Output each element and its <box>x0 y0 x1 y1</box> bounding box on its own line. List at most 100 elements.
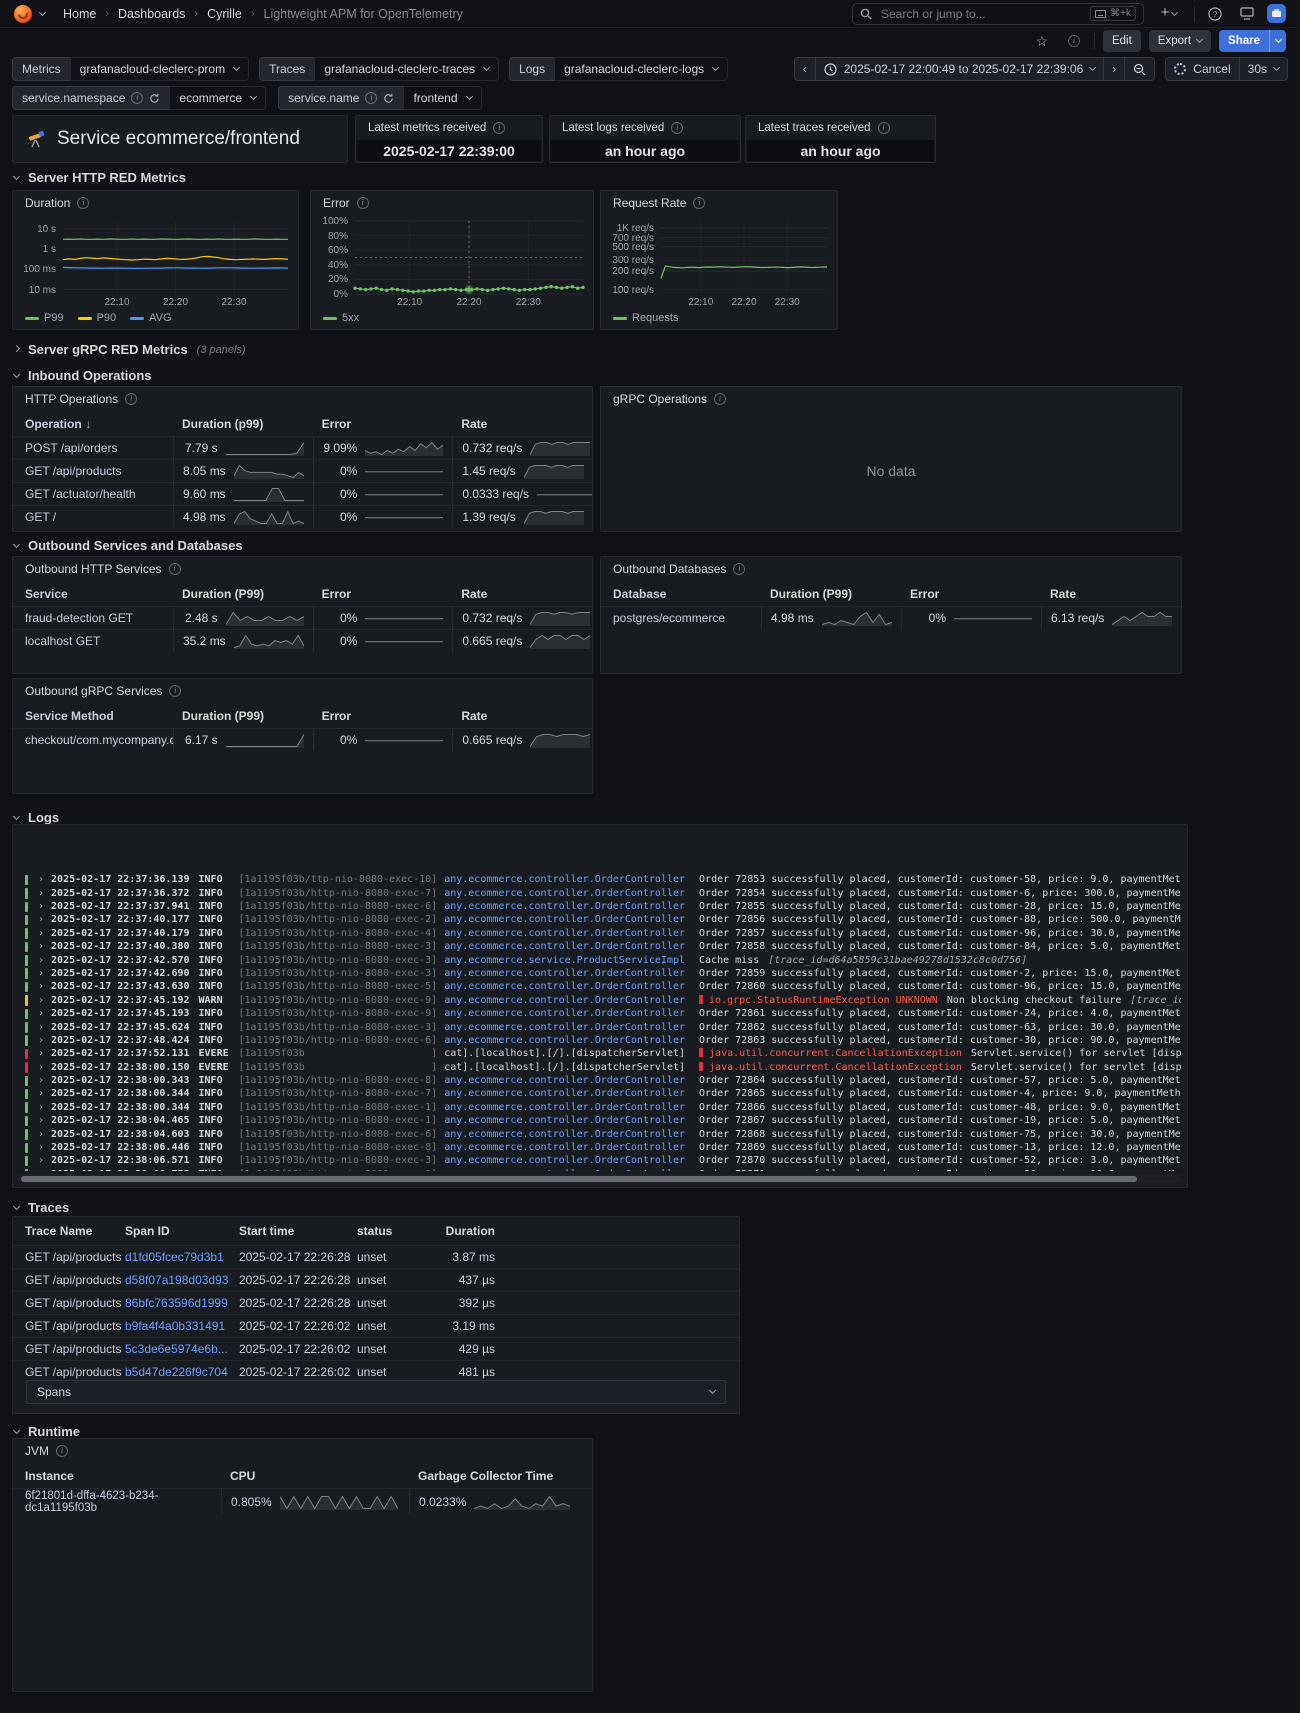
column-header[interactable]: Start time <box>239 1224 295 1238</box>
column-header[interactable]: Duration (P99) <box>182 708 265 723</box>
log-line[interactable]: › 2025-02-17 22:37:40.177 INFO [1a1195f03b/… <box>21 913 1181 926</box>
column-header[interactable]: Trace Name <box>25 1224 93 1238</box>
log-logger[interactable]: any.ecommerce.controller.OrderController <box>444 1008 686 1020</box>
log-logger[interactable]: cat].[localhost].[/].[dispatcherServlet] <box>444 1061 686 1073</box>
span-id-link[interactable]: d1fd05fcec79d3b1 <box>125 1250 224 1264</box>
service-name-value[interactable]: frontend <box>403 86 482 110</box>
column-header[interactable]: Duration (p99) <box>182 416 264 431</box>
column-header[interactable]: Duration (P99) <box>182 586 265 601</box>
section-traces[interactable]: Traces <box>12 1200 69 1215</box>
column-header[interactable]: Error <box>910 586 940 601</box>
time-forward-button[interactable]: › <box>1104 57 1126 81</box>
column-header[interactable]: CPU <box>230 1468 256 1483</box>
panel-title[interactable]: Latest traces received i <box>746 116 935 140</box>
panel-title[interactable]: Error i <box>311 191 593 215</box>
column-header[interactable]: Garbage Collector Time <box>418 1468 554 1483</box>
cancel-refresh-button[interactable]: Cancel <box>1165 57 1240 81</box>
log-logger[interactable]: any.ecommerce.controller.OrderController <box>444 901 686 912</box>
log-line[interactable]: › 2025-02-17 22:38:00.344 INFO [1a1195f03b/… <box>21 1087 1181 1100</box>
log-logger[interactable]: any.ecommerce.controller.OrderController <box>444 1115 686 1127</box>
log-line[interactable]: › 2025-02-17 22:38:00.344 INFO [1a1195f03b/… <box>21 1101 1181 1114</box>
log-line[interactable]: › 2025-02-17 22:37:43.630 INFO [1a1195f03b/… <box>21 980 1181 993</box>
traces-datasource-value[interactable]: grafanacloud-cleclerc-traces <box>314 57 500 81</box>
column-header[interactable]: Service Method <box>25 708 114 723</box>
share-menu-button[interactable] <box>1269 30 1286 52</box>
log-logger[interactable]: any.ecommerce.controller.OrderController <box>444 1155 686 1167</box>
section-outbound[interactable]: Outbound Services and Databases <box>12 538 243 553</box>
log-logger[interactable]: any.ecommerce.controller.OrderController <box>444 941 686 953</box>
column-header[interactable]: Error <box>321 708 352 723</box>
section-runtime[interactable]: Runtime <box>12 1424 80 1439</box>
span-id-link[interactable]: b9fa4f4a0b331491 <box>125 1319 226 1333</box>
log-line[interactable]: › 2025-02-17 22:38:00.150 EVERE [1a1195f03b… <box>21 1061 1181 1074</box>
column-header[interactable]: Error <box>321 586 352 601</box>
span-id-link[interactable]: 5c3de6e5974e6b... <box>125 1342 228 1356</box>
log-line[interactable]: › 2025-02-17 22:38:04.603 INFO [1a1195f03b/… <box>21 1128 1181 1141</box>
logs-datasource-value[interactable]: grafanacloud-cleclerc-logs <box>554 57 729 81</box>
log-logger[interactable]: any.ecommerce.service.ProductServiceImpl <box>444 954 686 966</box>
panel-title[interactable]: Outbound gRPC Services i <box>13 679 592 703</box>
legend-item[interactable]: Requests <box>613 312 678 324</box>
service-namespace-value[interactable]: ecommerce <box>169 86 267 110</box>
log-line[interactable]: › 2025-02-17 22:38:08.755 INFO [1a1195f03b/… <box>21 1168 1181 1171</box>
breadcrumb-folder[interactable]: Cyrille <box>207 6 242 21</box>
column-header[interactable]: Rate <box>461 586 488 601</box>
info-icon[interactable]: i <box>131 92 144 104</box>
panel-title[interactable]: JVM i <box>13 1439 592 1463</box>
breadcrumb-dashboards[interactable]: Dashboards <box>118 6 186 21</box>
span-id-link[interactable]: 86bfc763596d1999 <box>125 1296 228 1310</box>
log-logger[interactable]: any.ecommerce.controller.OrderController <box>444 1088 686 1100</box>
time-back-button[interactable]: ‹ <box>793 57 816 81</box>
search-box[interactable]: ⌘+k <box>852 2 1144 25</box>
search-input[interactable] <box>879 5 1084 22</box>
log-logger[interactable]: any.ecommerce.controller.OrderController <box>444 1034 686 1046</box>
log-logger[interactable]: any.ecommerce.controller.OrderController <box>444 994 686 1006</box>
log-logger[interactable]: any.ecommerce.controller.OrderController <box>444 874 686 886</box>
export-button[interactable]: Export <box>1148 30 1212 52</box>
log-line[interactable]: › 2025-02-17 22:38:04.465 INFO [1a1195f03b/… <box>21 1114 1181 1127</box>
log-logger[interactable]: any.ecommerce.controller.OrderController <box>444 1021 686 1033</box>
log-logger[interactable]: any.ecommerce.controller.OrderController <box>444 1075 686 1087</box>
log-logger[interactable]: any.ecommerce.controller.OrderController <box>444 981 686 993</box>
log-line[interactable]: › 2025-02-17 22:37:36.372 INFO [1a1195f03b/… <box>21 887 1181 900</box>
star-icon[interactable]: ☆ <box>1035 32 1049 49</box>
legend-item[interactable]: 5xx <box>323 312 359 324</box>
log-line[interactable]: › 2025-02-17 22:37:42.690 INFO [1a1195f03b/… <box>21 967 1181 980</box>
section-inbound[interactable]: Inbound Operations <box>12 368 152 383</box>
section-http-red[interactable]: Server HTTP RED Metrics <box>12 170 186 185</box>
info-icon[interactable]: i <box>77 197 90 209</box>
log-logger[interactable]: any.ecommerce.controller.OrderController <box>444 1101 686 1113</box>
log-line[interactable]: › 2025-02-17 22:37:42.570 INFO [1a1195f03b/… <box>21 954 1181 967</box>
log-line[interactable]: › 2025-02-17 22:37:37.941 INFO [1a1195f03b/… <box>21 900 1181 913</box>
help-icon[interactable]: ? <box>1203 3 1227 25</box>
edit-button[interactable]: Edit <box>1102 30 1141 52</box>
log-logger[interactable]: any.ecommerce.controller.OrderController <box>444 927 686 939</box>
panel-title[interactable]: Duration i <box>13 191 298 215</box>
zoom-out-icon[interactable] <box>1125 57 1156 81</box>
column-header[interactable]: status <box>357 1224 393 1238</box>
legend-item[interactable]: AVG <box>130 312 172 324</box>
info-icon[interactable]: i <box>693 197 706 209</box>
log-line[interactable]: › 2025-02-17 22:37:40.179 INFO [1a1195f03b/… <box>21 927 1181 940</box>
info-icon[interactable]: i <box>714 393 727 405</box>
log-logger[interactable]: any.ecommerce.controller.OrderController <box>444 1169 685 1171</box>
log-line[interactable]: › 2025-02-17 22:38:06.446 INFO [1a1195f03b/… <box>21 1141 1181 1154</box>
info-icon[interactable]: i <box>733 563 746 575</box>
log-logger[interactable]: any.ecommerce.controller.OrderController <box>444 1142 686 1154</box>
log-logger[interactable]: any.ecommerce.controller.OrderController <box>444 887 686 899</box>
log-line[interactable]: › 2025-02-17 22:38:00.343 INFO [1a1195f03b/… <box>21 1074 1181 1087</box>
news-monitor-icon[interactable] <box>1235 3 1259 25</box>
time-range-picker[interactable]: 2025-02-17 22:00:49 to 2025-02-17 22:39:… <box>815 57 1105 81</box>
log-line[interactable]: › 2025-02-17 22:37:45.624 INFO [1a1195f03b/… <box>21 1021 1181 1034</box>
legend-item[interactable]: P99 <box>25 312 64 324</box>
info-icon[interactable]: i <box>493 122 506 134</box>
span-id-link[interactable]: b5d47de226f9c704 <box>125 1365 228 1379</box>
share-button[interactable]: Share <box>1219 30 1269 52</box>
dashboard-info-icon[interactable]: i <box>1062 30 1086 52</box>
section-grpc-red[interactable]: Server gRPC RED Metrics (3 panels) <box>12 342 246 357</box>
log-line[interactable]: › 2025-02-17 22:37:40.380 INFO [1a1195f03b/… <box>21 940 1181 953</box>
legend-item[interactable]: P90 <box>77 312 116 324</box>
info-icon[interactable]: i <box>169 685 182 697</box>
log-logger[interactable]: any.ecommerce.controller.OrderController <box>444 1128 686 1140</box>
panel-title[interactable]: Latest metrics received i <box>356 116 542 140</box>
